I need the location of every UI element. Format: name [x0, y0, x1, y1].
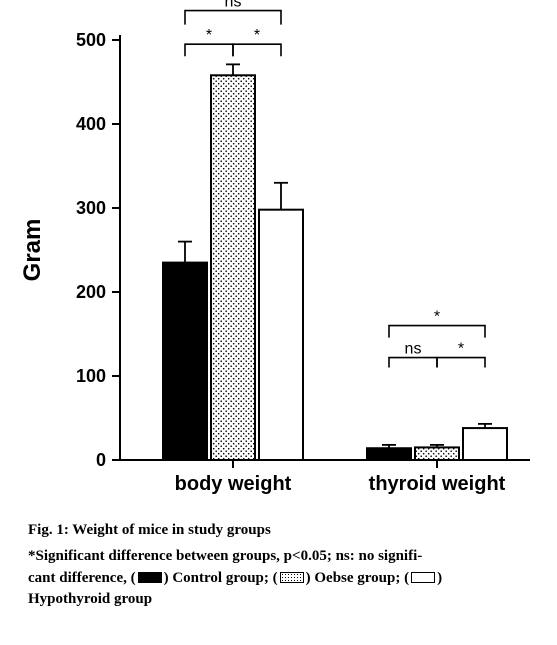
swatch-control-icon [138, 572, 162, 583]
svg-text:300: 300 [76, 198, 106, 218]
swatch-hypo-icon [411, 572, 435, 583]
svg-text:*: * [206, 27, 212, 44]
legend-text: cant difference, ( [28, 570, 136, 586]
svg-text:400: 400 [76, 114, 106, 134]
caption-legend: *Significant difference between groups, … [28, 546, 533, 611]
svg-text:500: 500 [76, 30, 106, 50]
svg-text:ns: ns [225, 0, 242, 11]
bar [367, 448, 411, 460]
swatch-obese-icon [280, 572, 304, 583]
figure-caption: Fig. 1: Weight of mice in study groups *… [28, 520, 533, 611]
bar [415, 447, 459, 460]
svg-text:0: 0 [96, 450, 106, 470]
legend-text: Hypothyroid group [28, 591, 152, 607]
legend-text: ) Control group; ( [164, 570, 278, 586]
svg-text:thyroid weight: thyroid weight [369, 473, 506, 495]
svg-text:100: 100 [76, 366, 106, 386]
svg-text:*: * [458, 341, 464, 358]
svg-text:body weight: body weight [175, 473, 292, 495]
svg-text:200: 200 [76, 282, 106, 302]
legend-text: *Significant difference between groups, … [28, 548, 422, 564]
bar [259, 210, 303, 460]
legend-text: ) Oebse group; ( [306, 570, 409, 586]
svg-text:*: * [254, 27, 260, 44]
bar [163, 263, 207, 460]
svg-text:Gram: Gram [19, 219, 46, 282]
svg-text:*: * [434, 309, 440, 326]
bar [463, 428, 507, 460]
caption-title: Fig. 1: Weight of mice in study groups [28, 520, 533, 542]
bar [211, 75, 255, 460]
figure-wrap: 0 100 200 300 400 500 Gram body weight * * ns thyro… [0, 0, 557, 645]
svg-text:ns: ns [405, 341, 422, 358]
legend-text: ) [437, 570, 442, 586]
bar-chart: 0 100 200 300 400 500 Gram body weight * * ns thyro… [0, 0, 557, 510]
